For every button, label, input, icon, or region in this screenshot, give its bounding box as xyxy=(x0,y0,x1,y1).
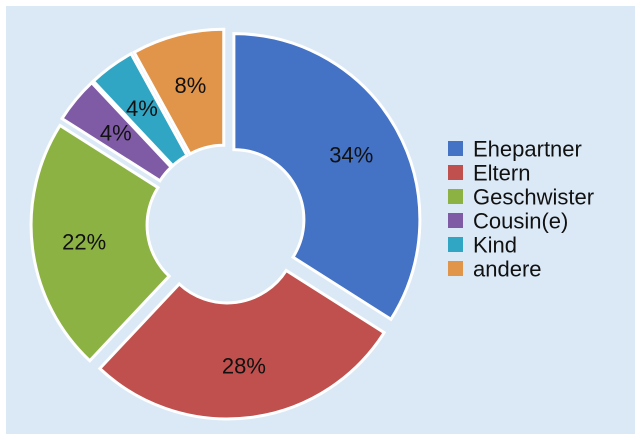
slice-eltern xyxy=(97,268,387,421)
legend-swatch-geschwister xyxy=(448,189,463,204)
data-label-cousin-e: 4% xyxy=(100,120,132,145)
data-label-kind: 4% xyxy=(126,96,158,121)
data-label-eltern: 28% xyxy=(222,353,266,378)
slice-kind xyxy=(91,51,190,168)
legend: EhepartnerElternGeschwisterCousin(e)Kind… xyxy=(448,137,594,282)
slice-labels-group: 34% 28% 22% 4%4% 8% xyxy=(62,73,373,378)
legend-label-andere: andere xyxy=(473,257,542,282)
slice-andere xyxy=(132,27,226,156)
slices-group xyxy=(29,27,422,421)
legend-label-cousin-e: Cousin(e) xyxy=(473,209,568,234)
legend-swatch-eltern xyxy=(448,165,463,180)
legend-label-eltern: Eltern xyxy=(473,161,530,186)
legend-swatch-kind xyxy=(448,237,463,252)
legend-label-geschwister: Geschwister xyxy=(473,185,594,210)
legend-label-kind: Kind xyxy=(473,233,517,258)
legend-label-ehepartner: Ehepartner xyxy=(473,137,582,162)
legend-swatch-cousin-e xyxy=(448,213,463,228)
legend-swatch-ehepartner xyxy=(448,141,463,156)
slice-geschwister xyxy=(29,123,172,363)
slice-ehepartner xyxy=(232,32,422,322)
data-label-andere: 8% xyxy=(175,73,207,98)
data-label-geschwister: 22% xyxy=(62,229,106,254)
data-label-ehepartner: 34% xyxy=(329,143,373,168)
slice-cousin-e xyxy=(59,80,174,183)
legend-swatch-andere xyxy=(448,261,463,276)
